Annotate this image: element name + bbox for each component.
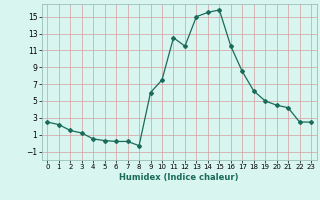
X-axis label: Humidex (Indice chaleur): Humidex (Indice chaleur) [119,173,239,182]
